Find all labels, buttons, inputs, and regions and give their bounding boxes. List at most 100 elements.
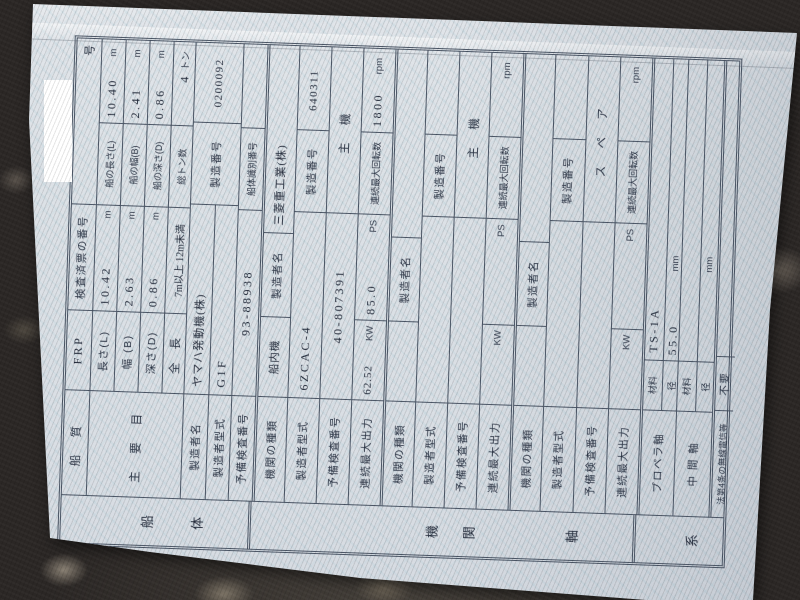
footer-empty-cell <box>716 61 745 358</box>
hull-model-label: 製造者型式 <box>212 417 227 478</box>
shaft-material-label: 材料 <box>676 361 697 413</box>
engine-output-label: 連続最大出力 <box>487 421 502 494</box>
engine-rpm-unit: rpm <box>630 66 642 84</box>
engine-kw-unit: KW <box>364 325 376 342</box>
certificate-table: 船 体 機 関 軸 系 船 質 FRP 検査済票の番号 号 <box>57 35 745 569</box>
dim-unit: m <box>102 210 114 219</box>
engine-serial-value <box>425 54 460 136</box>
shaft-name: プロペラ軸 <box>650 432 665 494</box>
engine-output-row: 連続最大出力 62.52 KW 85.0 PS 連続最大回転数 1800 rpm <box>347 48 396 506</box>
engine-ps-value: 85.0 <box>363 283 379 316</box>
hull-preinspection-row: 予備検査番号 93-88938 船体識別番号 <box>227 44 268 501</box>
dim-value: 7m以上 12m未満 <box>164 207 192 315</box>
particulars-label: 主 要 目 <box>128 406 144 483</box>
dim-number2: 2.41 <box>128 87 144 119</box>
hull-particulars-block: 主 要 目 長さ(L) 10.42 m 船の長さ(L) 10.40 m 幅 (B) … <box>85 39 198 499</box>
engine-pre-value: 40-807391 <box>320 213 358 401</box>
shaft-propeller-block: プロペラ軸 材料 TS-1A 径 55.0 mm <box>636 58 692 516</box>
engine-ps-unit: PS <box>367 219 380 233</box>
shaft-material-row: 材料 TS-1A <box>642 58 674 411</box>
dim-value2: 4 トン <box>171 45 197 127</box>
engine-type-label: 機関の種類 <box>264 419 279 480</box>
dim-value: 2.63 m <box>117 206 144 313</box>
dim-label2: 船の長さ(L) <box>96 123 124 207</box>
engine-kw-cell: KW <box>480 324 515 406</box>
engine-role-label: 主 機 <box>454 51 492 219</box>
shaft-diameter-row: 径 mm <box>694 60 725 413</box>
band-divider-engine-shaft <box>631 515 637 563</box>
engine-maker-label: 製造者名 <box>517 241 550 327</box>
band-divider-hull-engine <box>246 501 252 549</box>
footer-radio-row: 法第4条の無線電信等 不要 <box>708 60 745 518</box>
engine-type-row: 機関の種類 船内機 製造者名 三菱重工業(株) <box>251 45 300 502</box>
shaft-diameter-label: 径 <box>661 361 681 412</box>
hull-id-label: 船体識別番号 <box>238 128 265 211</box>
engine-ps-unit: PS <box>624 228 637 242</box>
dim-label2: 総トン数 <box>168 125 195 209</box>
section-char-shaft-2: 系 <box>684 533 700 548</box>
dim-label2: 船の幅(B) <box>121 124 147 207</box>
table-body: 船 質 FRP 検査済票の番号 号 主 要 目 長さ(L) 10.42 m 船の長… <box>62 38 745 518</box>
engine-model-label: 製造者型式 <box>295 420 310 481</box>
engine-pre-label: 予備検査番号 <box>326 415 342 488</box>
engine-pre-label: 予備検査番号 <box>455 419 470 493</box>
engine-pre-label: 予備検査番号 <box>583 424 599 497</box>
hull-maker-block: 製造者名 ヤマハ発動機(株) 製造者型式 G1F 製造番号 0200092 <box>180 42 244 500</box>
dim-unit2: m <box>108 48 120 57</box>
engine-type-value <box>386 321 419 403</box>
engine-kw-value: 62.52 <box>361 364 375 395</box>
engine-model-label: 製造者型式 <box>551 429 566 490</box>
engine-model-row: 製造者型式 製造番号 <box>539 55 588 512</box>
shaft-material-row: 材料 <box>676 59 707 413</box>
engine-serial-value <box>553 59 588 141</box>
engine-serial-label: 製造番号 <box>422 134 457 218</box>
dim-label2: 船の深さ(D) <box>144 124 171 208</box>
engine-maker-value: 三菱重工業(株) <box>263 45 300 235</box>
engine-preinspection-row: 予備検査番号 主 機 <box>443 51 492 509</box>
section-char-engine-2: 関 <box>461 526 477 540</box>
dim-number2: 0.86 <box>151 88 167 120</box>
engine-role-label: 主 機 <box>326 47 364 215</box>
hull-quality-label: 船 質 <box>69 418 84 467</box>
engine-rpm-label: 連続最大回転数 <box>615 141 650 225</box>
engine-type-row: 機関の種類 製造者名 <box>507 53 556 511</box>
engine-maker-label: 製造者名 <box>260 233 293 318</box>
engine-output-row: 連続最大出力 KW PS 連続最大回転数 rpm <box>604 57 653 515</box>
engine-model-row: 製造者型式 製造番号 <box>411 50 460 508</box>
hull-quality-value: FRP <box>65 310 92 392</box>
engine-kw-unit: KW <box>492 330 505 346</box>
dim-value: 10.42 m <box>92 205 121 312</box>
engine-type-label: 機関の種類 <box>392 423 407 485</box>
hull-serial-label: 製造番号 <box>191 122 241 207</box>
engine-output-label: 連続最大出力 <box>615 425 631 498</box>
engine-ps-cell: 85.0 PS <box>354 214 390 322</box>
engine-role-label: ス ペ ア <box>583 56 620 224</box>
section-label-band: 船 体 機 関 軸 系 <box>60 494 724 566</box>
inspection-number-label: 検査済票の番号 <box>68 204 96 312</box>
hull-pre-label: 予備検査番号 <box>234 412 250 485</box>
inspection-number-cell: 号 <box>71 38 102 206</box>
dim-value2: 10.40 m <box>99 43 126 125</box>
engine-pre-value <box>576 222 615 410</box>
engine-maker-value <box>520 54 556 243</box>
dim-number: 10.42 <box>97 265 113 306</box>
engine-model-value: 6ZCAC-4 <box>287 212 326 400</box>
shaft-name: 中 間 軸 <box>686 441 700 487</box>
hull-dim-row: 幅 (B) 2.63 m 船の幅(B) 2.41 m <box>113 40 150 393</box>
shaft-diameter-cell: mm <box>697 60 725 363</box>
dim-value2: 2.41 m <box>124 44 150 125</box>
dim-label: 長さ(L) <box>90 311 117 392</box>
hull-pre-value: 93-88938 <box>232 210 262 397</box>
engine-serial-value: 640311 <box>297 50 332 132</box>
engine-model-value <box>544 221 583 409</box>
footer-radio-label: 法第4条の無線電信等 <box>715 423 729 505</box>
shaft-diameter-value <box>706 279 709 357</box>
shaft-material-number: TS-1A <box>646 307 662 353</box>
dim-unit: m <box>126 211 138 220</box>
engine-preinspection-row: 予備検査番号 ス ペ ア <box>571 56 620 514</box>
section-char-engine-1: 機 <box>424 524 440 539</box>
dim-unit2: トン <box>180 51 193 71</box>
engine-rpm-value: 1800 <box>369 92 385 128</box>
engine-ps-cell: PS <box>611 223 647 331</box>
